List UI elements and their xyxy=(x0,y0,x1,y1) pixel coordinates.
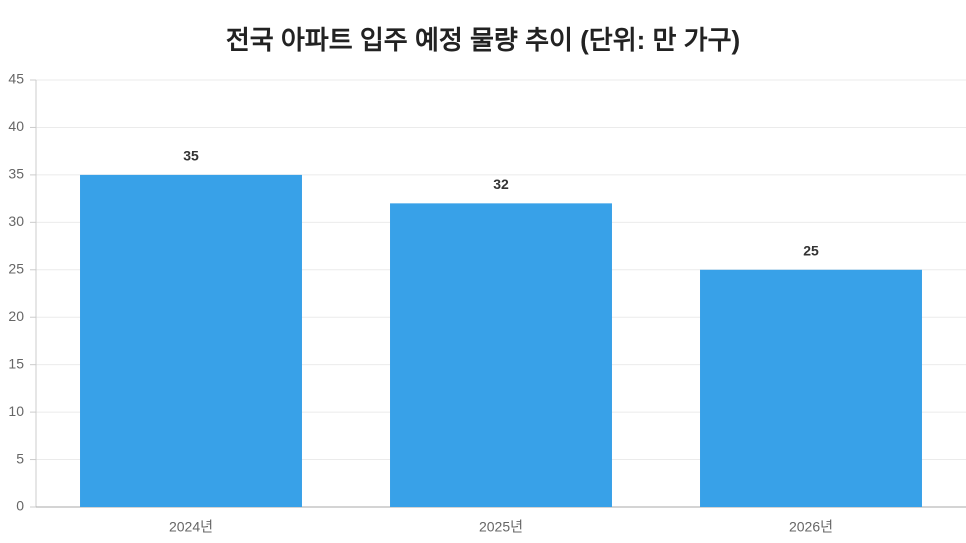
bar xyxy=(390,203,612,507)
y-tick-label: 15 xyxy=(8,355,24,371)
y-tick-label: 5 xyxy=(16,450,24,466)
data-label: 32 xyxy=(493,176,509,192)
y-tick-label: 20 xyxy=(8,308,24,324)
y-tick-label: 35 xyxy=(8,166,24,182)
y-tick-label: 0 xyxy=(16,498,24,514)
y-tick-label: 10 xyxy=(8,403,24,419)
bar xyxy=(80,174,302,507)
x-tick-label: 2024년 xyxy=(169,519,213,535)
x-tick-label: 2026년 xyxy=(789,519,833,535)
y-tick-label: 30 xyxy=(8,213,24,229)
y-tick-label: 40 xyxy=(8,118,24,134)
x-tick-label: 2025년 xyxy=(479,519,523,535)
chart-title: 전국 아파트 입주 예정 물량 추이 (단위: 만 가구) xyxy=(226,25,740,55)
data-label: 25 xyxy=(803,242,819,258)
bar xyxy=(700,269,922,507)
y-tick-label: 25 xyxy=(8,260,24,276)
y-tick-label: 45 xyxy=(8,71,24,87)
data-label: 35 xyxy=(183,148,199,164)
